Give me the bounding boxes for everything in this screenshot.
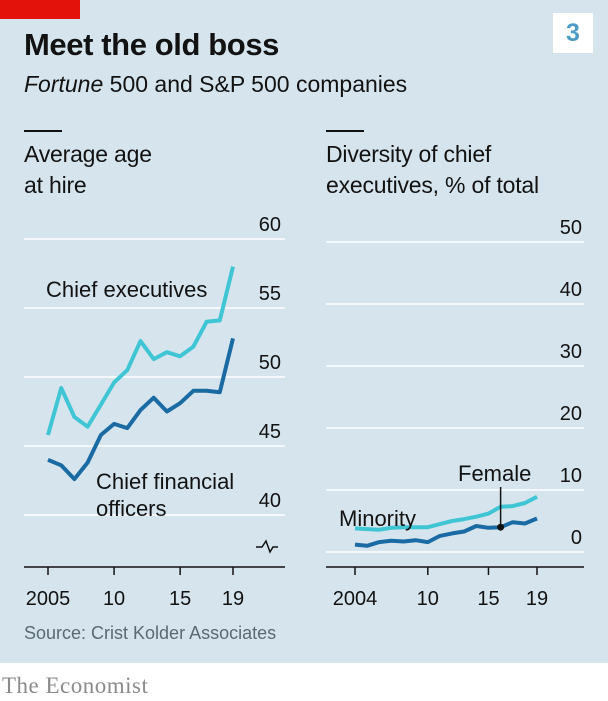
age-ytick-label: 40 [259, 490, 281, 512]
diversity-ytick-label: 10 [560, 465, 582, 487]
age-at-hire-chart: 40 45 50 55 60 2005 10 15 19 Chief executives Chie… [24, 214, 285, 610]
left-chart-title-line-2: at hire [24, 172, 87, 198]
right-chart-title: Diversity of chief executives, % of tota… [326, 139, 539, 201]
diversity-series-line-minority [354, 495, 538, 532]
diversity-xtick-label: 15 [477, 588, 499, 610]
age-series-line-chief-executives [46, 266, 235, 436]
age-xtick-label: 10 [103, 588, 125, 610]
diversity-chart: 0 10 20 30 40 50 2004 10 15 19 Minority Female [326, 217, 584, 610]
left-chart-rule [24, 130, 62, 132]
source-note: Source: Crist Kolder Associates [24, 623, 277, 643]
right-chart-title-line-2: executives, % of total [326, 172, 539, 198]
diversity-xtick-label: 19 [526, 588, 548, 610]
age-ytick-label: 55 [259, 283, 281, 305]
diversity-ytick-label: 40 [560, 279, 582, 301]
diversity-ytick-label: 50 [560, 217, 582, 239]
age-series-label-chief-financial-officers: Chief financial officers [96, 469, 234, 521]
age-ytick-label: 50 [259, 352, 281, 374]
right-chart-title-line-1: Diversity of chief [326, 141, 492, 167]
age-series-label-chief-executives: Chief executives [46, 277, 207, 302]
page-subtitle: Fortune 500 and S&P 500 companies [24, 71, 407, 98]
charts-svg: 40 45 50 55 60 2005 10 15 19 Chief executives Chie… [24, 214, 584, 610]
age-xtick-label: 19 [222, 588, 244, 610]
diversity-series-label-minority: Minority [339, 506, 416, 531]
age-xtick-label: 15 [169, 588, 191, 610]
subtitle-italic: Fortune [24, 71, 104, 97]
diversity-series-line-female [354, 516, 538, 548]
diversity-ytick-label: 30 [560, 341, 582, 363]
subtitle-rest: 500 and S&P 500 companies [103, 71, 408, 97]
diversity-ytick-label: 0 [571, 527, 582, 549]
age-ytick-label: 45 [259, 421, 281, 443]
brand-red-tag [0, 0, 80, 19]
diversity-series-label-female: Female [458, 461, 531, 486]
page-title: Meet the old boss [24, 27, 280, 62]
left-chart-title: Average age at hire [24, 139, 152, 201]
chart-number-badge: 3 [553, 13, 593, 53]
diversity-female-pointer-dot [497, 523, 505, 531]
diversity-xtick-label: 2004 [333, 588, 378, 610]
age-xtick-label: 2005 [26, 588, 71, 610]
age-series-line-chief-financial-officers [47, 337, 235, 482]
age-ytick-label: 60 [259, 214, 281, 236]
diversity-ytick-label: 20 [560, 403, 582, 425]
economist-logo: The Economist [2, 673, 149, 698]
age-axis-break [256, 539, 278, 554]
diversity-xtick-label: 10 [417, 588, 439, 610]
left-chart-title-line-1: Average age [24, 141, 152, 167]
right-chart-rule [326, 130, 364, 132]
